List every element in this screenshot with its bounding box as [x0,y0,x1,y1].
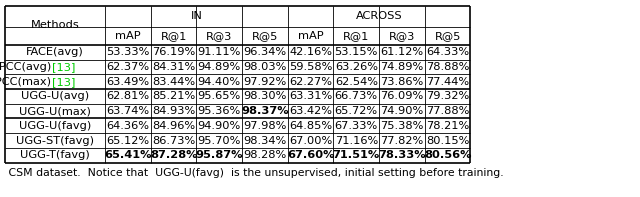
Text: 78.88%: 78.88% [426,62,469,72]
Text: 62.81%: 62.81% [106,91,150,101]
Text: R@1: R@1 [343,31,369,41]
Text: 64.33%: 64.33% [426,47,469,57]
Text: 95.36%: 95.36% [198,106,241,116]
Text: 97.92%: 97.92% [243,77,287,87]
Text: PPCC(max): PPCC(max) [0,77,52,87]
Text: 83.44%: 83.44% [152,77,195,87]
Text: UGG-U(favg): UGG-U(favg) [19,121,92,131]
Text: 86.73%: 86.73% [152,136,195,146]
Text: 65.72%: 65.72% [335,106,378,116]
Text: 94.40%: 94.40% [198,77,241,87]
Text: 64.36%: 64.36% [106,121,150,131]
Text: UGG-U(max): UGG-U(max) [19,106,91,116]
Text: UGG-U(avg): UGG-U(avg) [21,91,89,101]
Text: 62.27%: 62.27% [289,77,332,87]
Text: 74.90%: 74.90% [380,106,424,116]
Text: 63.42%: 63.42% [289,106,332,116]
Text: R@3: R@3 [206,31,232,41]
Text: 53.15%: 53.15% [335,47,378,57]
Text: R@1: R@1 [161,31,187,41]
Text: 71.16%: 71.16% [335,136,378,146]
Text: 91.11%: 91.11% [198,47,241,57]
Text: 63.49%: 63.49% [106,77,150,87]
Text: 98.37%: 98.37% [241,106,289,116]
Text: 84.31%: 84.31% [152,62,195,72]
Text: 75.38%: 75.38% [380,121,424,131]
Text: Methods: Methods [31,20,79,31]
Text: 67.00%: 67.00% [289,136,332,146]
Text: 98.28%: 98.28% [243,150,287,160]
Text: 78.33%: 78.33% [378,150,426,160]
Text: R@5: R@5 [252,31,278,41]
Text: 98.30%: 98.30% [243,91,287,101]
Text: 77.44%: 77.44% [426,77,469,87]
Text: 80.15%: 80.15% [426,136,469,146]
Text: 77.82%: 77.82% [380,136,424,146]
Text: 84.93%: 84.93% [152,106,195,116]
Text: 53.33%: 53.33% [106,47,150,57]
Text: 61.12%: 61.12% [380,47,424,57]
Text: 65.41%: 65.41% [104,150,152,160]
Text: R@3: R@3 [388,31,415,41]
Text: 63.26%: 63.26% [335,62,378,72]
Text: UGG-ST(favg): UGG-ST(favg) [16,136,94,146]
Text: mAP: mAP [298,31,323,41]
Text: 95.70%: 95.70% [198,136,241,146]
Text: 62.37%: 62.37% [106,62,150,72]
Text: 77.88%: 77.88% [426,106,469,116]
Text: 42.16%: 42.16% [289,47,332,57]
Text: 67.60%: 67.60% [287,150,334,160]
Text: 94.89%: 94.89% [198,62,241,72]
Text: R@5: R@5 [435,31,461,41]
Text: CSM dataset.  Notice that  UGG-U(favg)  is the unsupervised, initial setting bef: CSM dataset. Notice that UGG-U(favg) is … [5,168,504,178]
Text: 98.03%: 98.03% [243,62,287,72]
Text: PPCC(avg): PPCC(avg) [0,62,52,72]
Text: 97.98%: 97.98% [243,121,287,131]
Text: 65.12%: 65.12% [106,136,150,146]
Text: 95.65%: 95.65% [198,91,241,101]
Text: 63.31%: 63.31% [289,91,332,101]
Text: 59.58%: 59.58% [289,62,332,72]
Text: 80.56%: 80.56% [424,150,471,160]
Text: 67.33%: 67.33% [335,121,378,131]
Text: 73.86%: 73.86% [380,77,424,87]
Text: 63.74%: 63.74% [106,106,150,116]
Text: 85.21%: 85.21% [152,91,195,101]
Text: ACROSS: ACROSS [356,11,403,21]
Text: 62.54%: 62.54% [335,77,378,87]
Text: 96.34%: 96.34% [243,47,287,57]
Text: mAP: mAP [115,31,141,41]
Text: 78.21%: 78.21% [426,121,469,131]
Text: 66.73%: 66.73% [335,91,378,101]
Text: 95.87%: 95.87% [196,150,243,160]
Text: 94.90%: 94.90% [198,121,241,131]
Text: 76.19%: 76.19% [152,47,195,57]
Text: 84.96%: 84.96% [152,121,195,131]
Text: 74.89%: 74.89% [380,62,424,72]
Text: 71.51%: 71.51% [333,150,380,160]
Text: 87.28%: 87.28% [150,150,197,160]
Text: 64.85%: 64.85% [289,121,332,131]
Text: FACE(avg): FACE(avg) [26,47,84,57]
Text: 98.34%: 98.34% [243,136,287,146]
Text: [13]: [13] [52,62,76,72]
Text: 76.09%: 76.09% [380,91,424,101]
Text: IN: IN [191,11,202,21]
Text: UGG-T(favg): UGG-T(favg) [20,150,90,160]
Text: [13]: [13] [52,77,76,87]
Text: 79.32%: 79.32% [426,91,469,101]
